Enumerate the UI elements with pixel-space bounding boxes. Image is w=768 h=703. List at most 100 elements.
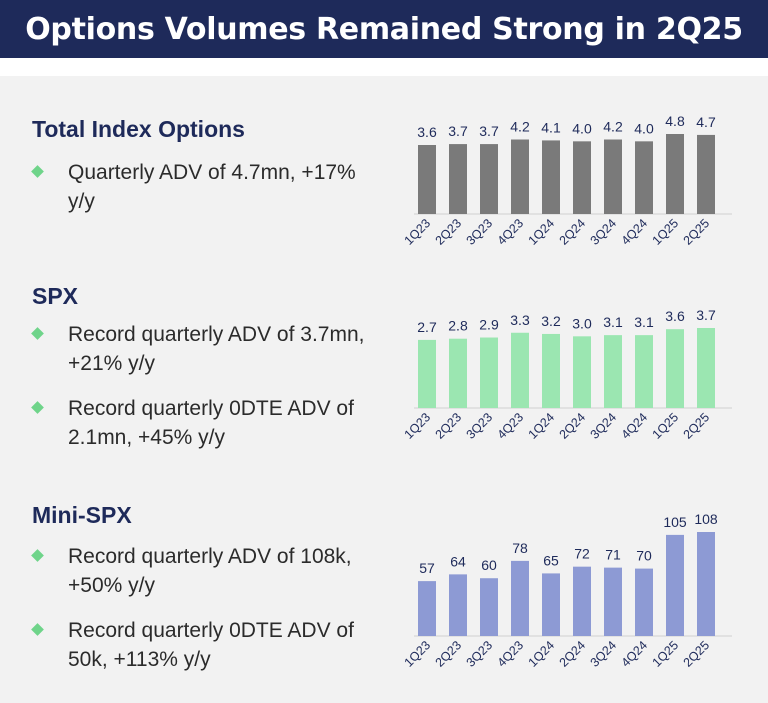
- bullet-text: Record quarterly 0DTE ADV of 2.1mn, +45%…: [68, 397, 354, 449]
- data-label: 4.2: [510, 119, 530, 135]
- bar-1Q23: [418, 581, 436, 636]
- diamond-bullet-icon: [31, 549, 44, 562]
- bar-4Q24: [635, 141, 653, 214]
- section-title: Mini-SPX: [32, 502, 132, 528]
- bar-4Q23: [511, 332, 529, 408]
- category-label: 2Q25: [681, 216, 713, 248]
- bar-1Q25: [666, 134, 684, 214]
- bar-2Q25: [697, 328, 715, 408]
- bar-2Q23: [449, 574, 467, 636]
- category-label: 2Q25: [681, 638, 713, 670]
- category-label: 2Q24: [557, 638, 589, 670]
- data-label: 60: [481, 557, 497, 573]
- data-label: 3.1: [603, 314, 623, 330]
- category-label: 4Q23: [495, 410, 527, 442]
- bullet-item: Quarterly ADV of 4.7mn, +17% y/y: [30, 158, 390, 216]
- data-label: 105: [663, 514, 687, 530]
- bullet-item: Record quarterly 0DTE ADV of 50k, +113% …: [30, 616, 390, 674]
- data-label: 108: [694, 511, 718, 527]
- page-title: Options Volumes Remained Strong in 2Q25: [25, 11, 743, 47]
- spx-chart: 2.7 1Q23 2.8 2Q23 2.9 3Q23 3.3 4Q23 3.2 1Q24 3.0 2Q…: [402, 307, 732, 442]
- data-label: 3.6: [665, 308, 685, 324]
- data-label: 78: [512, 540, 528, 556]
- category-label: 3Q23: [464, 410, 496, 442]
- category-label: 4Q23: [495, 638, 527, 670]
- category-label: 2Q23: [433, 638, 465, 670]
- category-label: 4Q24: [619, 638, 651, 670]
- bar-4Q24: [635, 335, 653, 408]
- diamond-bullet-icon: [31, 165, 44, 178]
- bullet-text: Record quarterly 0DTE ADV of 50k, +113% …: [68, 619, 354, 671]
- category-label: 3Q24: [588, 216, 620, 248]
- data-label: 72: [574, 546, 590, 562]
- data-label: 4.7: [696, 114, 716, 130]
- diamond-bullet-icon: [31, 401, 44, 414]
- category-label: 3Q24: [588, 638, 620, 670]
- data-label: 4.1: [541, 119, 561, 135]
- bar-1Q24: [542, 573, 560, 636]
- data-label: 65: [543, 552, 559, 568]
- bar-1Q24: [542, 333, 560, 408]
- bar-1Q23: [418, 145, 436, 214]
- bar-4Q23: [511, 560, 529, 636]
- diamond-bullet-icon: [31, 623, 44, 636]
- data-label: 2.9: [479, 317, 499, 333]
- section-title: SPX: [32, 283, 79, 309]
- bar-2Q24: [573, 336, 591, 408]
- category-label: 2Q25: [681, 410, 713, 442]
- category-label: 2Q24: [557, 216, 589, 248]
- bar-2Q23: [449, 144, 467, 214]
- category-label: 4Q24: [619, 410, 651, 442]
- data-label: 71: [605, 547, 621, 563]
- category-label: 4Q23: [495, 216, 527, 248]
- category-label: 2Q23: [433, 216, 465, 248]
- bar-2Q25: [697, 532, 715, 636]
- bullet-item: Record quarterly ADV of 3.7mn, +21% y/y: [30, 320, 390, 378]
- bar-1Q25: [666, 534, 684, 636]
- category-label: 1Q24: [526, 638, 558, 670]
- bullet-item: Record quarterly 0DTE ADV of 2.1mn, +45%…: [30, 394, 390, 452]
- bar-1Q25: [666, 329, 684, 408]
- header-banner: Options Volumes Remained Strong in 2Q25: [0, 0, 768, 58]
- category-label: 1Q24: [526, 216, 558, 248]
- bar-3Q24: [604, 567, 622, 636]
- category-label: 1Q25: [650, 638, 682, 670]
- category-label: 1Q24: [526, 410, 558, 442]
- data-label: 4.2: [603, 119, 623, 135]
- category-label: 3Q24: [588, 410, 620, 442]
- data-label: 3.1: [634, 314, 654, 330]
- bar-1Q24: [542, 140, 560, 214]
- category-label: 1Q23: [402, 216, 434, 248]
- content-panel: Total Index Options Quarterly ADV of 4.7…: [0, 76, 768, 703]
- category-label: 1Q23: [402, 410, 434, 442]
- bar-2Q24: [573, 566, 591, 636]
- data-label: 3.3: [510, 312, 530, 328]
- category-label: 3Q23: [464, 216, 496, 248]
- category-label: 4Q24: [619, 216, 651, 248]
- category-label: 3Q23: [464, 638, 496, 670]
- bullet-text: Record quarterly ADV of 108k, +50% y/y: [68, 545, 352, 597]
- data-label: 4.0: [634, 120, 654, 136]
- bullet-text: Record quarterly ADV of 3.7mn, +21% y/y: [68, 323, 365, 375]
- bar-2Q24: [573, 141, 591, 214]
- data-label: 3.0: [572, 315, 592, 331]
- bar-4Q24: [635, 568, 653, 636]
- data-label: 57: [419, 560, 435, 576]
- data-label: 3.7: [448, 123, 468, 139]
- data-label: 4.8: [665, 113, 685, 129]
- diamond-bullet-icon: [31, 327, 44, 340]
- data-label: 70: [636, 548, 652, 564]
- bullet-item: Record quarterly ADV of 108k, +50% y/y: [30, 542, 390, 600]
- bar-2Q23: [449, 338, 467, 408]
- bullet-text: Quarterly ADV of 4.7mn, +17% y/y: [68, 161, 356, 213]
- bar-1Q23: [418, 339, 436, 408]
- data-label: 3.7: [479, 123, 499, 139]
- bar-3Q23: [480, 337, 498, 408]
- bar-3Q24: [604, 335, 622, 408]
- data-label: 3.7: [696, 307, 716, 323]
- category-label: 2Q23: [433, 410, 465, 442]
- category-label: 2Q24: [557, 410, 589, 442]
- data-label: 4.0: [572, 120, 592, 136]
- data-label: 3.6: [417, 124, 437, 140]
- bar-4Q23: [511, 139, 529, 214]
